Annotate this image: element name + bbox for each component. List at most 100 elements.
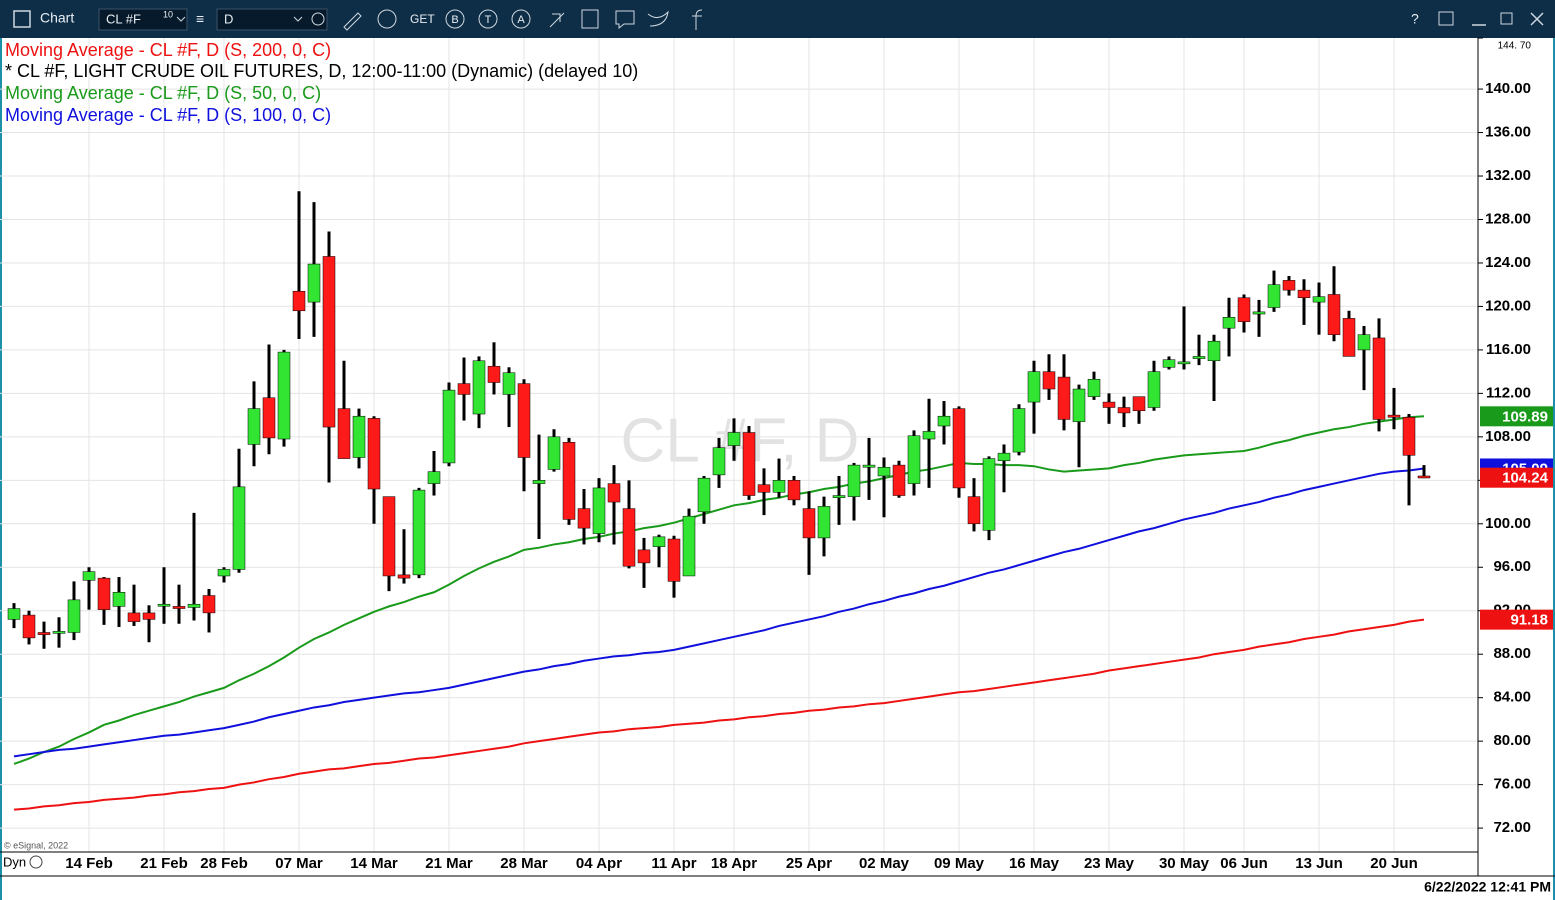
candle-body <box>922 431 936 440</box>
legend-entry: * CL #F, LIGHT CRUDE OIL FUTURES, D, 12:… <box>5 61 638 81</box>
candle-body <box>967 496 981 525</box>
get-button[interactable]: GET <box>410 12 435 26</box>
restore-icon[interactable] <box>1500 12 1513 25</box>
x-tick-label: 25 Apr <box>786 855 832 872</box>
symbol-input[interactable] <box>98 8 188 31</box>
candle-body <box>82 571 96 581</box>
candle-body <box>202 595 216 614</box>
save-icon[interactable] <box>1438 11 1454 26</box>
legend-entry: Moving Average - CL #F, D (S, 100, 0, C) <box>5 105 331 125</box>
candle-body <box>1177 361 1191 365</box>
price-label: 109.89 <box>1502 408 1548 425</box>
study-icon[interactable] <box>377 9 397 29</box>
candle-body <box>757 484 771 493</box>
candle-body <box>262 397 276 439</box>
price-label-box <box>1480 609 1553 630</box>
candle-body <box>187 603 201 608</box>
candle-body <box>97 577 111 610</box>
y-tick-label: 120.00 <box>1485 297 1531 314</box>
lock-icon[interactable] <box>29 855 43 869</box>
link-icon[interactable] <box>549 12 565 28</box>
y-tick-label: 84.00 <box>1493 689 1531 706</box>
candle-body <box>1357 334 1371 351</box>
facebook-icon[interactable] <box>692 9 703 30</box>
candle-body <box>772 480 786 493</box>
x-tick-label: 09 May <box>934 855 985 872</box>
candle-body <box>1282 280 1296 291</box>
candle-body <box>1162 359 1176 368</box>
x-tick-label: 02 May <box>859 855 910 872</box>
candle-body <box>22 614 36 639</box>
x-tick-label: 18 Apr <box>711 855 757 872</box>
candle-body <box>1402 417 1416 456</box>
help-icon[interactable]: ? <box>1411 11 1419 27</box>
candle-body <box>547 436 561 470</box>
candle-body <box>1147 371 1161 408</box>
candle-body <box>877 467 891 477</box>
clock-icon[interactable] <box>311 12 325 26</box>
candle-body <box>382 496 396 577</box>
candle-body <box>847 464 861 497</box>
candle-body <box>817 506 831 539</box>
y-tick-label: 80.00 <box>1493 732 1531 749</box>
note-icon[interactable] <box>581 9 599 29</box>
b-icon[interactable] <box>445 9 465 29</box>
candle-body <box>622 508 636 567</box>
candle-body <box>742 432 756 496</box>
y-tick-label: 124.00 <box>1485 254 1531 271</box>
candle-body <box>412 489 426 576</box>
a-icon-text: A <box>517 14 525 26</box>
candle-body <box>607 483 621 503</box>
moving-average-line <box>13 618 1425 811</box>
interval-input[interactable] <box>216 8 328 31</box>
t-icon[interactable] <box>478 9 498 29</box>
candle-body <box>832 495 846 498</box>
candle-body <box>37 632 51 635</box>
y-tick-label: 144. 70 <box>1498 41 1532 52</box>
candle-body <box>7 608 21 620</box>
candle-body <box>682 515 696 577</box>
x-tick-label: 14 Mar <box>350 855 398 872</box>
candle-body <box>52 631 66 634</box>
interval-text: D <box>224 11 233 26</box>
dropdown-arrow <box>293 16 303 22</box>
x-tick-label: 21 Mar <box>425 855 473 872</box>
legend-entry: Moving Average - CL #F, D (S, 50, 0, C) <box>5 83 321 103</box>
close-icon[interactable] <box>1530 12 1544 26</box>
candle-body <box>1102 401 1116 408</box>
candle-body <box>997 452 1011 462</box>
candle-body <box>517 383 531 458</box>
candle-body <box>1252 311 1266 315</box>
candle-body <box>1072 388 1086 422</box>
y-tick-label: 96.00 <box>1493 558 1531 575</box>
a-icon[interactable] <box>511 9 531 29</box>
y-tick-label: 88.00 <box>1493 645 1531 662</box>
menu-icon[interactable]: ≡ <box>196 11 204 27</box>
candle-body <box>277 351 291 440</box>
candle-body <box>502 372 516 395</box>
candle-body <box>1417 475 1431 479</box>
price-label: 91.18 <box>1510 612 1548 629</box>
candle-body <box>67 599 81 633</box>
dropdown-arrow <box>176 16 186 22</box>
candle-body <box>1087 378 1101 397</box>
draw-icon[interactable] <box>343 12 362 31</box>
candle-body <box>1327 294 1341 335</box>
y-tick-label: 100.00 <box>1485 515 1531 532</box>
x-tick-label: 13 Jun <box>1295 855 1343 872</box>
t-icon-text: T <box>485 14 492 26</box>
candle-body <box>307 263 321 303</box>
y-tick-label: 116.00 <box>1486 341 1531 358</box>
candle-body <box>352 415 366 458</box>
candle-body <box>1027 371 1041 403</box>
candle-body <box>892 464 906 496</box>
twitter-icon[interactable] <box>647 10 669 27</box>
y-tick-label: 128.00 <box>1485 210 1531 227</box>
candle-body <box>637 549 651 564</box>
candle-body <box>712 447 726 476</box>
comment-icon[interactable] <box>615 10 635 30</box>
y-tick-label: 76.00 <box>1493 776 1531 793</box>
candle-body <box>172 606 186 609</box>
